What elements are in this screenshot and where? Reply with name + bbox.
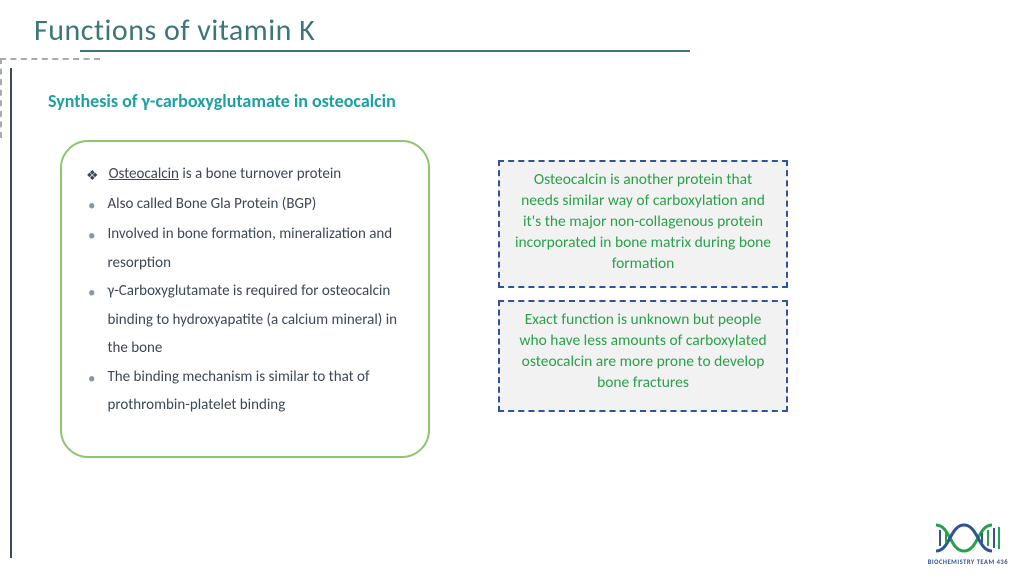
bullet-icon: • <box>88 365 95 394</box>
left-content-box: ❖ Osteocalcin is a bone turnover protein… <box>60 140 430 458</box>
logo-text: BIOCHEMISTRY TEAM 436 <box>928 558 1008 566</box>
team-logo: BIOCHEMISTRY TEAM 436 <box>928 521 1008 566</box>
bullet-icon: • <box>88 222 95 251</box>
decor-dash-vertical <box>0 58 2 138</box>
bullet-icon: • <box>88 279 95 308</box>
diamond-bullet-icon: ❖ <box>86 163 99 190</box>
lead-bullet: ❖ Osteocalcin is a bone turnover protein <box>86 160 408 190</box>
list-item: • Also called Bone Gla Protein (BGP) <box>86 190 408 221</box>
title-underline <box>80 50 690 52</box>
callout-box-2: Exact function is unknown but people who… <box>498 300 788 412</box>
slide-subtitle: Synthesis of γ-carboxyglutamate in osteo… <box>48 90 396 112</box>
dna-icon <box>932 521 1004 555</box>
list-item: • Involved in bone formation, mineraliza… <box>86 220 408 277</box>
list-item: • γ-Carboxyglutamate is required for ost… <box>86 277 408 363</box>
bullet-text: The binding mechanism is similar to that… <box>107 363 408 420</box>
list-item: • The binding mechanism is similar to th… <box>86 363 408 420</box>
bullet-icon: • <box>88 192 95 221</box>
lead-text: Osteocalcin is a bone turnover protein <box>109 160 342 189</box>
decor-left-bar <box>10 68 12 558</box>
bullet-text: Also called Bone Gla Protein (BGP) <box>107 190 316 219</box>
callout-box-1: Osteocalcin is another protein that need… <box>498 160 788 288</box>
slide-title: Functions of vitamin K <box>34 12 315 49</box>
decor-dash-top <box>0 58 100 60</box>
bullet-text: Involved in bone formation, mineralizati… <box>107 220 408 277</box>
bullet-text: γ-Carboxyglutamate is required for osteo… <box>107 277 408 363</box>
